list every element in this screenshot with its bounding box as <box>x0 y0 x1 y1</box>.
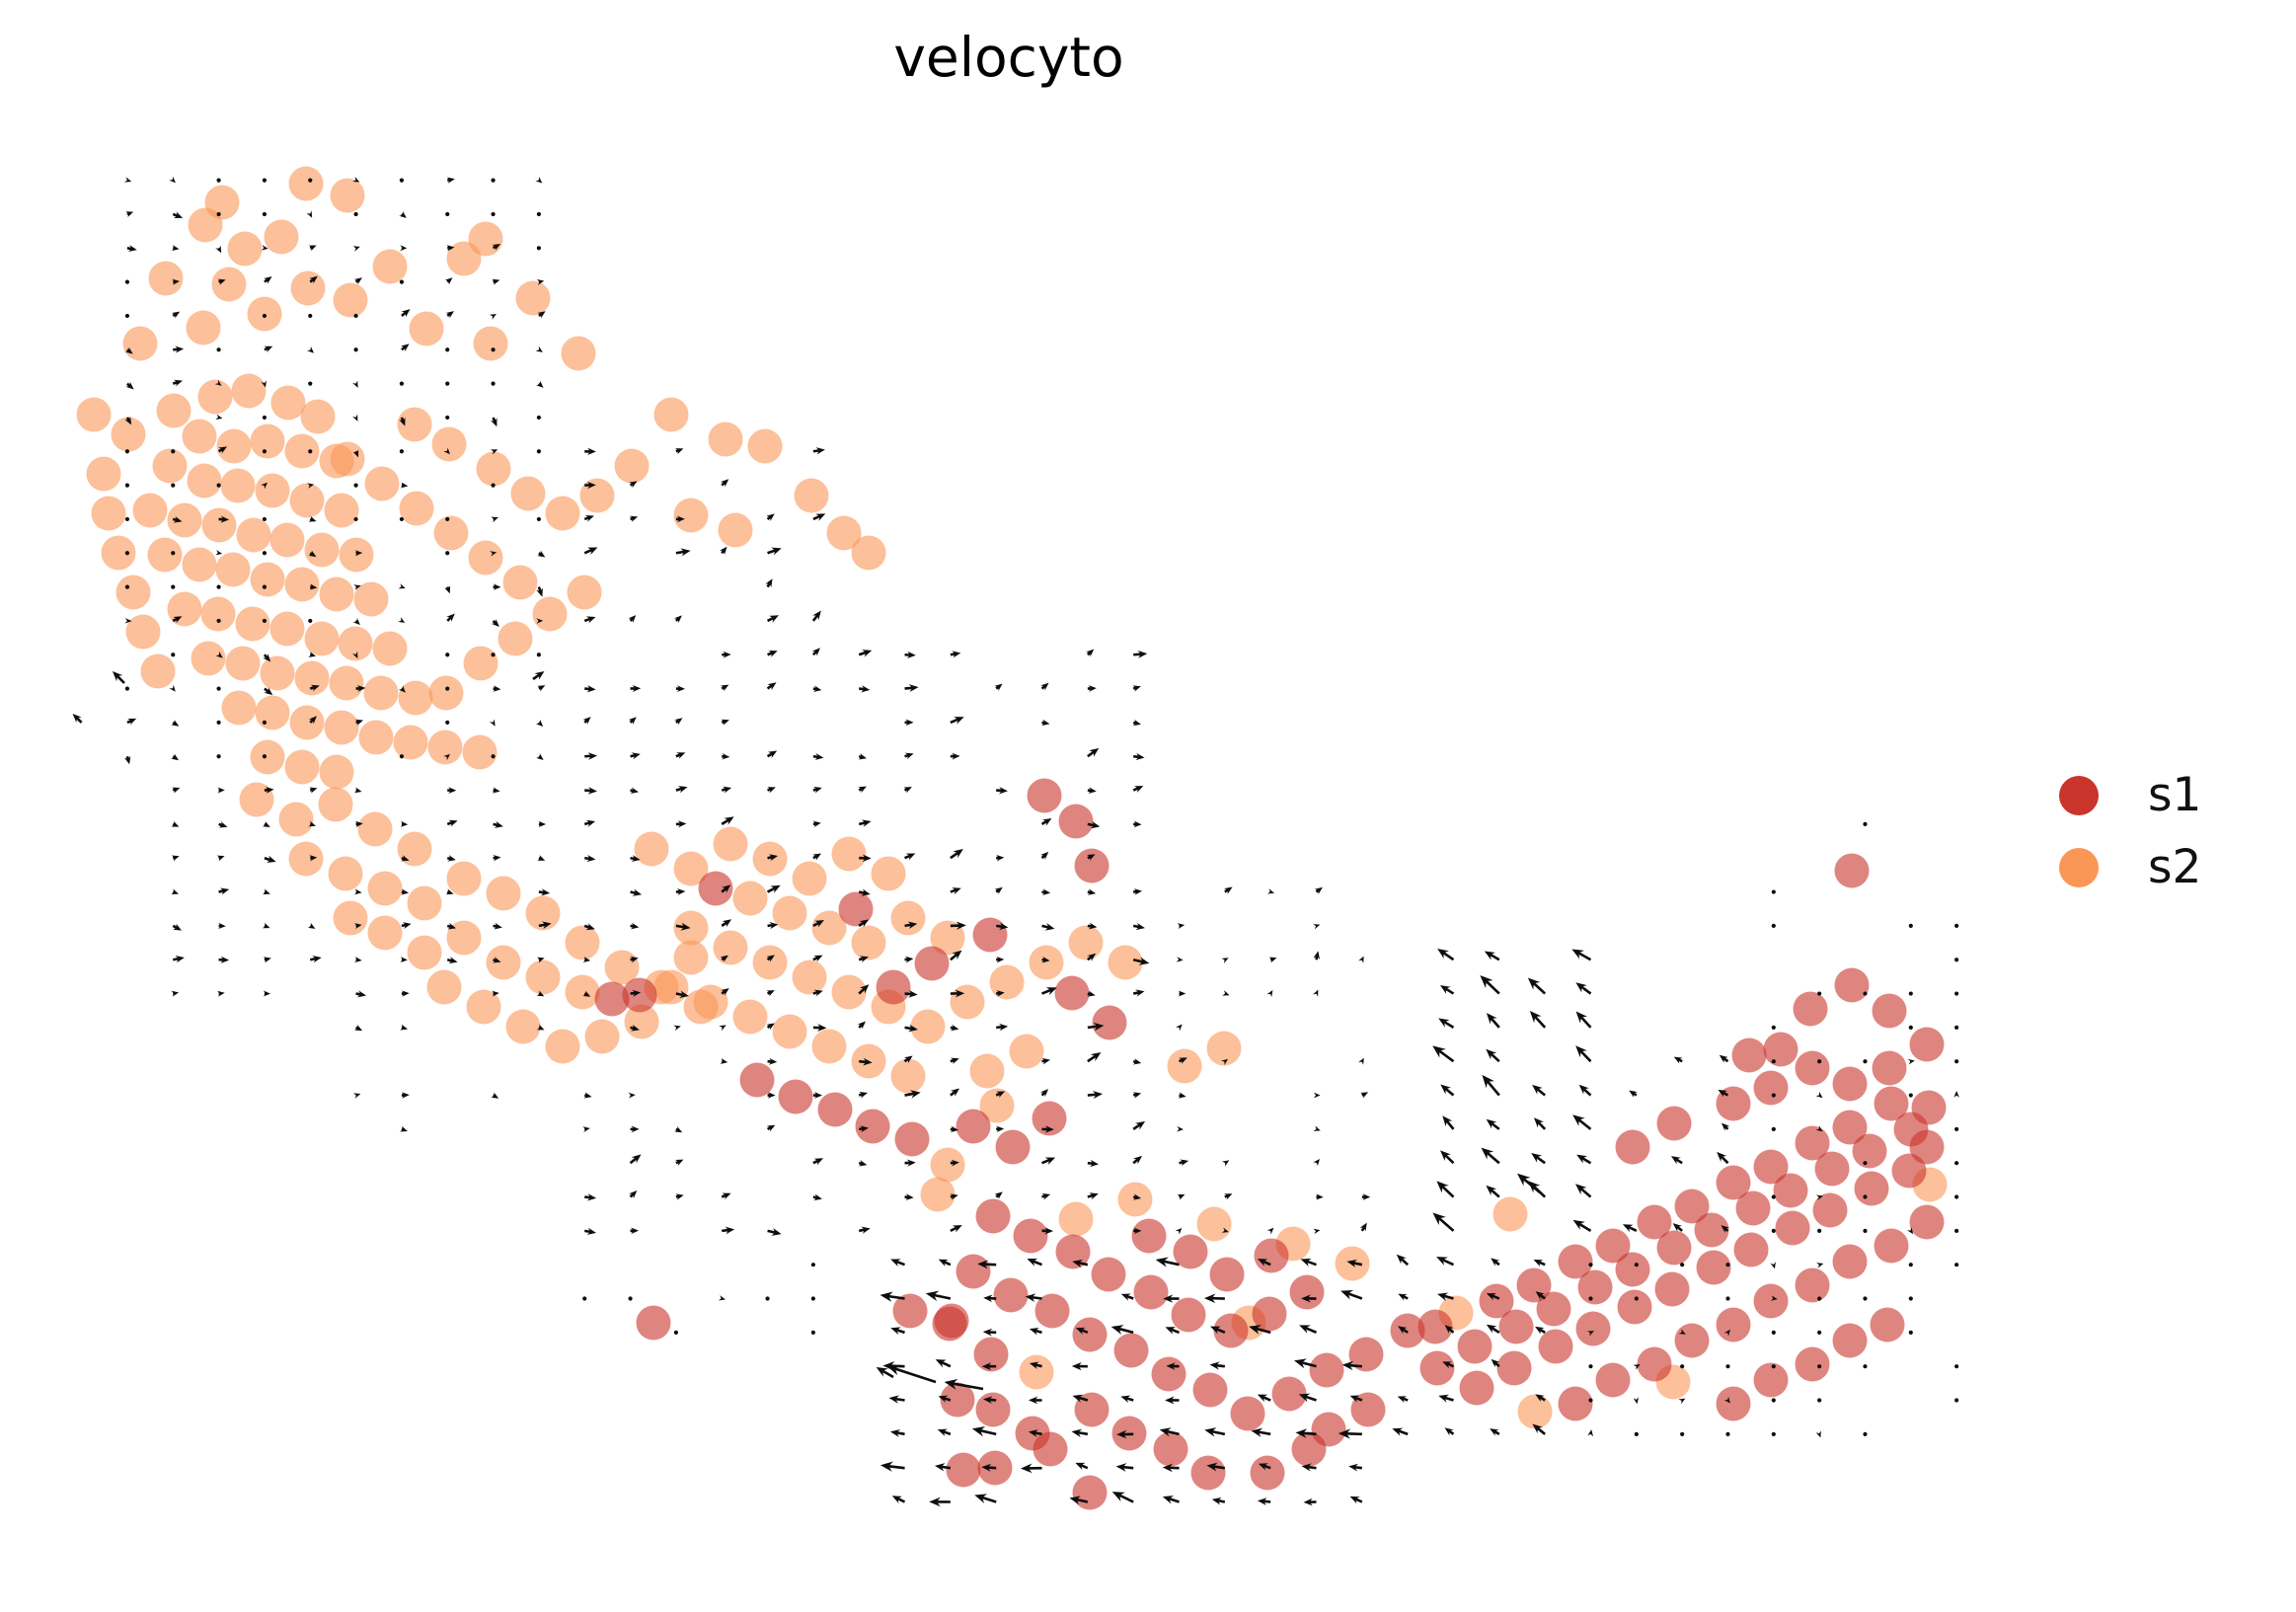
legend-item-s2: s2 <box>2059 844 2201 890</box>
chart-title: velocyto <box>893 26 1124 89</box>
legend-dot-s1-icon <box>2059 775 2099 815</box>
legend: s1 s2 <box>2059 772 2201 890</box>
legend-item-s1: s1 <box>2059 772 2201 818</box>
scatter-points <box>76 166 1948 1510</box>
legend-dot-s2-icon <box>2059 847 2099 887</box>
legend-label-s1: s1 <box>2148 768 2202 822</box>
legend-label-s2: s2 <box>2148 840 2202 894</box>
velocity-arrows <box>72 176 1960 1507</box>
